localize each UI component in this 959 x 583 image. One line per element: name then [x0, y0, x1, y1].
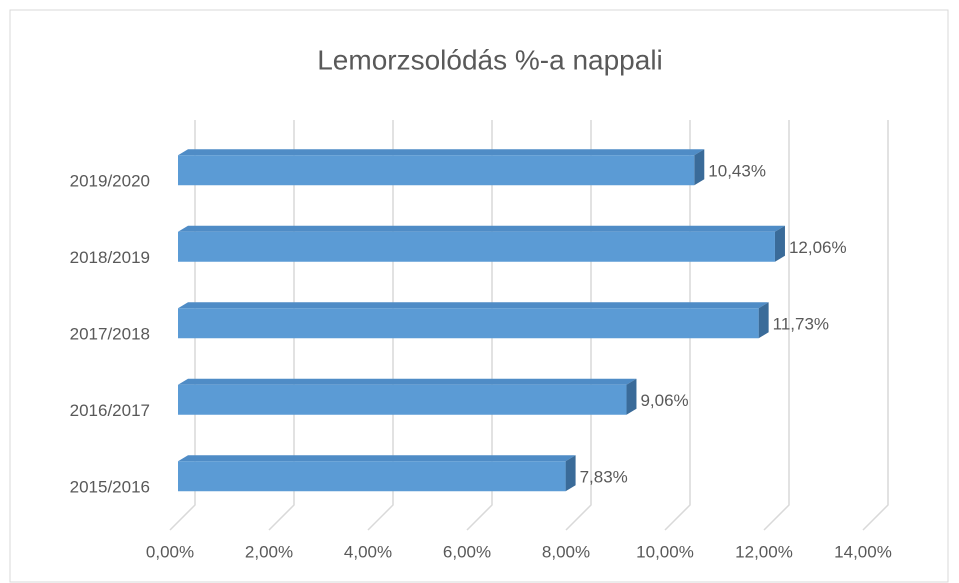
bar-side [774, 225, 785, 262]
bar-side [694, 149, 705, 186]
x-tick-label: 14,00% [834, 542, 892, 561]
bar-top [178, 302, 769, 309]
data-label: 10,43% [708, 162, 766, 181]
y-tick-label: 2016/2017 [70, 401, 150, 420]
x-tick-label: 8,00% [542, 542, 590, 561]
x-tick-label: 10,00% [636, 542, 694, 561]
bar-side [758, 302, 769, 339]
x-tick-label: 12,00% [735, 542, 793, 561]
data-label: 11,73% [773, 315, 829, 334]
grid-line [862, 120, 889, 531]
bar [178, 231, 775, 262]
x-tick-label: 0,00% [146, 542, 194, 561]
bar-side [626, 378, 637, 415]
grid-line [763, 120, 790, 531]
chart-title: Lemorzsolódás %-a nappali [317, 44, 663, 75]
bar-top [178, 378, 637, 385]
bar-top [178, 225, 785, 232]
chart-border [9, 9, 949, 583]
y-tick-label: 2017/2018 [70, 325, 150, 344]
bar [178, 308, 759, 339]
y-tick-label: 2019/2020 [70, 172, 150, 191]
y-tick-label: 2015/2016 [70, 478, 150, 497]
data-label: 7,83% [580, 468, 628, 487]
y-tick-label: 2018/2019 [70, 248, 150, 267]
bar [178, 461, 566, 492]
bar [178, 155, 695, 186]
bar-top [178, 149, 705, 156]
bar-top [178, 455, 576, 462]
data-label: 9,06% [640, 391, 688, 410]
data-label: 12,06% [789, 238, 847, 257]
x-tick-label: 6,00% [443, 542, 491, 561]
x-tick-label: 2,00% [245, 542, 293, 561]
bar-side [565, 455, 576, 492]
x-tick-label: 4,00% [344, 542, 392, 561]
bar [178, 384, 627, 415]
